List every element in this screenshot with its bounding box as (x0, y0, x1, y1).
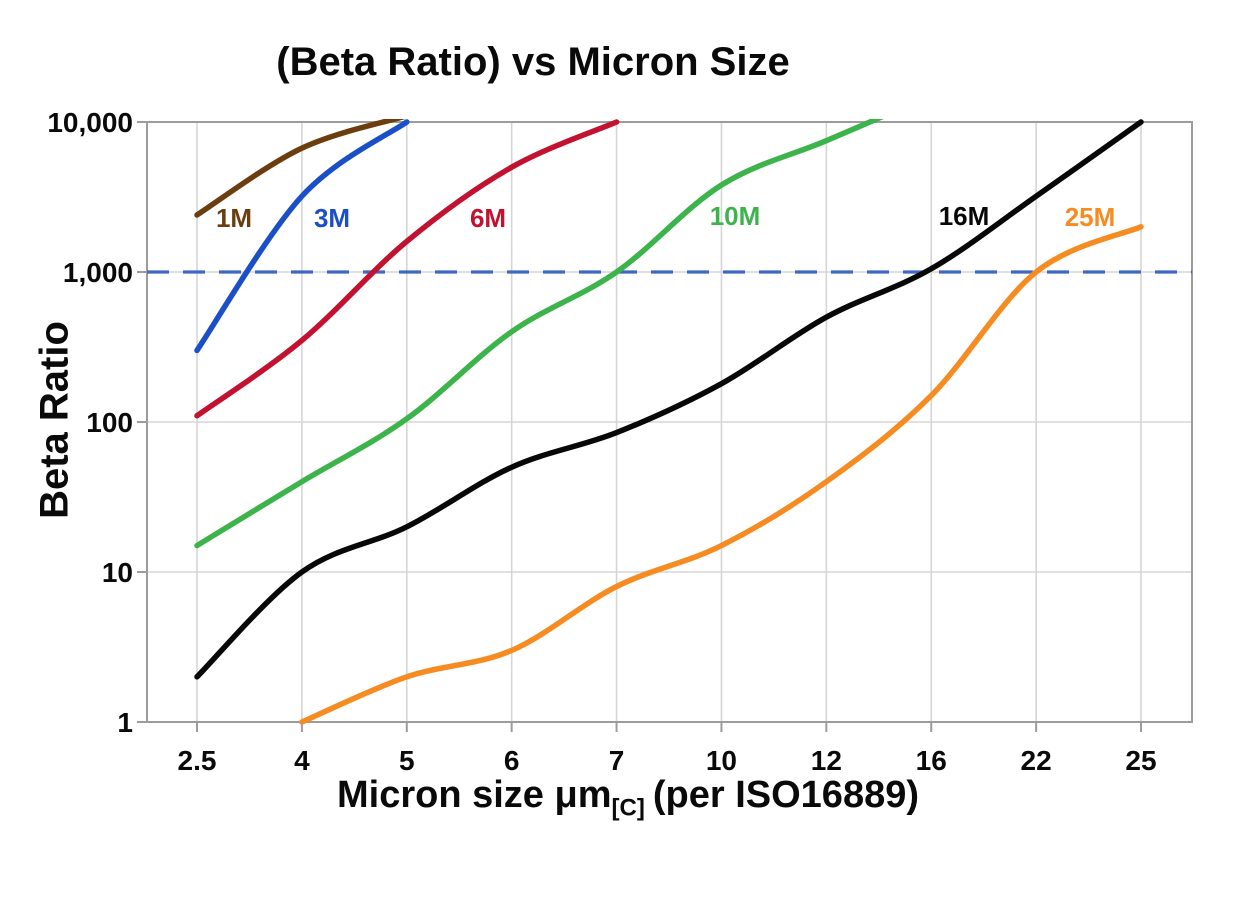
y-tick-label: 10,000 (47, 107, 133, 138)
y-tick-label: 1,000 (63, 257, 133, 288)
curve-label-1M: 1M (216, 203, 252, 233)
x-tick-label: 12 (811, 745, 842, 776)
chart-title: (Beta Ratio) vs Micron Size (276, 40, 790, 84)
x-axis-title-main: Micron size μm (336, 774, 612, 816)
x-tick-label: 4 (294, 745, 310, 776)
x-tick-label: 22 (1021, 745, 1052, 776)
series-curve-3M (194, 119, 410, 354)
series-curve-6M (194, 119, 620, 419)
x-tick-label: 16 (916, 745, 947, 776)
x-tick-label: 25 (1125, 745, 1156, 776)
y-tick-label: 100 (86, 407, 133, 438)
series-curve-1M (194, 119, 406, 218)
curve-label-25M: 25M (1065, 202, 1116, 232)
x-axis-title-units: (per ISO16889) (652, 774, 920, 816)
curve-label-16M: 16M (939, 201, 990, 231)
x-axis-title: Micron size μm[C] (per ISO16889) (337, 774, 919, 823)
x-tick-label: 5 (399, 745, 415, 776)
curve-label-10M: 10M (710, 201, 761, 231)
series-curve-16M (194, 119, 1144, 680)
curve-label-3M: 3M (314, 203, 350, 233)
x-tick-label: 2.5 (178, 745, 217, 776)
series-curve-10M (194, 119, 884, 549)
y-axis-title: Beta Ratio (32, 321, 77, 519)
x-tick-label: 7 (609, 745, 625, 776)
curve-label-6M: 6M (470, 203, 506, 233)
series-curve-25M (299, 224, 1144, 725)
x-tick-label: 6 (504, 745, 520, 776)
y-tick-label: 10 (102, 557, 133, 588)
y-tick-label: 1 (117, 707, 133, 738)
x-axis-title-subscript: [C] (611, 794, 645, 822)
x-tick-label: 10 (706, 745, 737, 776)
